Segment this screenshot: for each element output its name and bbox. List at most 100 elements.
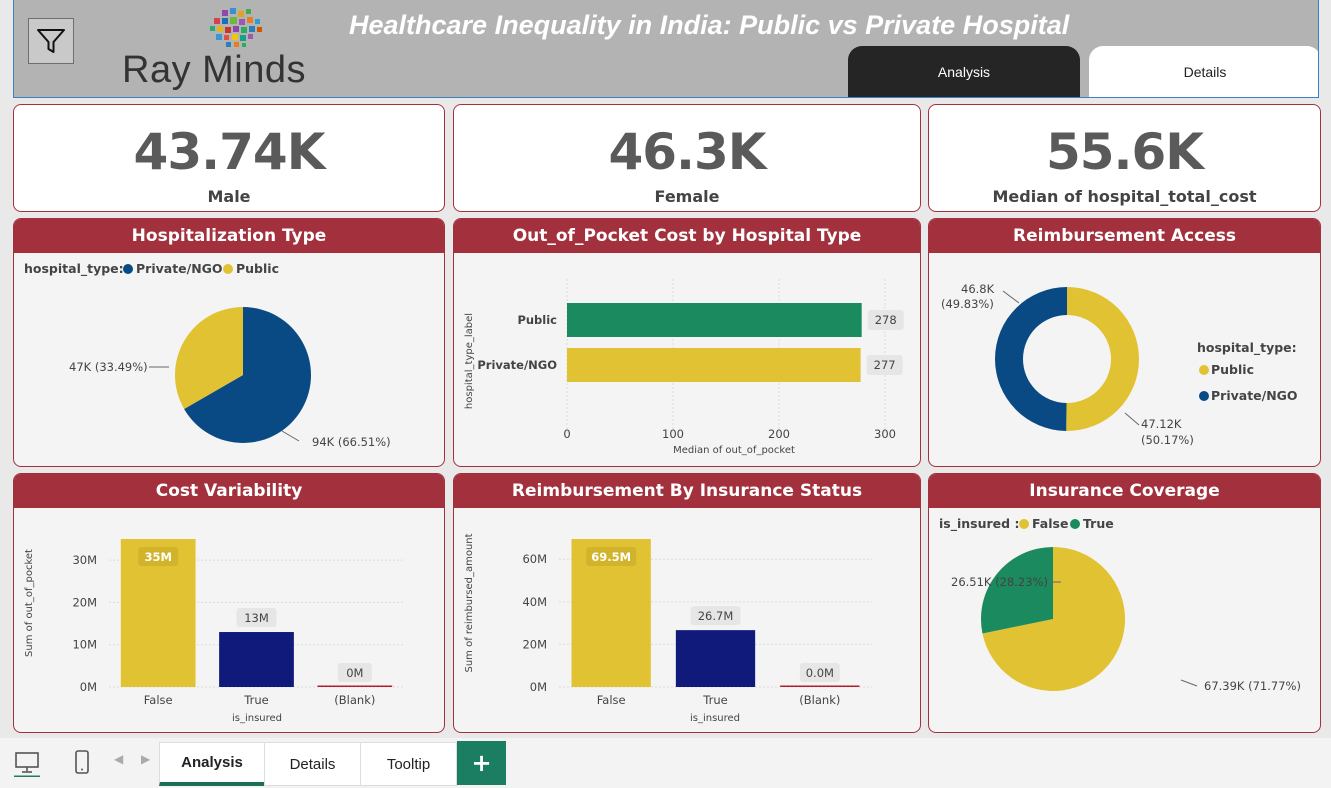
legend-title: hospital_type:: [1197, 340, 1297, 356]
leader-line: [1124, 412, 1140, 426]
panel-title: Out_of_Pocket Cost by Hospital Type: [454, 219, 920, 253]
panel-reimbursement-insurance: Reimbursement By Insurance Status 0M 20M 4…: [453, 473, 921, 733]
data-label-bg: [867, 310, 904, 330]
chart-cost-variability: 0M 10M 20M 30M False 35M True 13M (Blank) 0M Sum …: [24, 539, 404, 724]
bar--blank-[interactable]: [780, 685, 860, 688]
legend-label-false: False: [1032, 516, 1068, 531]
data-label: 69.5M: [591, 550, 631, 564]
bar-true[interactable]: [675, 630, 756, 687]
category-label: (Blank): [334, 693, 375, 707]
category-label: Private/NGO: [477, 358, 557, 372]
data-label: 26.7M: [698, 609, 734, 623]
slice-label-private: 94K (66.51%): [312, 435, 391, 449]
legend-label-true: True: [1083, 516, 1114, 531]
legend-label-public: Public: [236, 261, 279, 276]
legend-dot-private: [1199, 391, 1209, 401]
leader-line: [1180, 679, 1198, 687]
data-label: 0M: [346, 666, 363, 680]
x-tick-label: 0: [563, 427, 570, 441]
data-label: 35M: [144, 550, 171, 564]
category-label: (Blank): [799, 693, 840, 707]
company-logo: Ray Minds: [122, 6, 322, 92]
nav-tab-details[interactable]: Details: [1089, 46, 1318, 97]
nav-tab-analysis[interactable]: Analysis: [848, 46, 1080, 97]
kpi-value: 43.74K: [133, 123, 326, 181]
data-label-bg: [337, 663, 372, 682]
y-tick-label: 10M: [72, 638, 97, 652]
bar-true[interactable]: [219, 632, 294, 687]
leader-line: [281, 430, 300, 442]
mobile-view-button[interactable]: [67, 748, 97, 778]
kpi-label: Median of hospital_total_cost: [992, 187, 1257, 206]
legend-dot-public: [1199, 365, 1209, 375]
legend-dot-public: [223, 264, 233, 274]
kpi-card-male: 43.74K Male: [13, 104, 445, 212]
kpi-card-female: 46.3K Female: [453, 104, 921, 212]
y-tick-label: 30M: [72, 553, 97, 567]
page-tab-details[interactable]: Details: [264, 742, 361, 786]
y-tick-label: 20M: [522, 637, 547, 651]
data-label: 278: [875, 313, 897, 327]
desktop-view-button[interactable]: [12, 748, 42, 778]
filter-button[interactable]: [28, 18, 74, 64]
legend-dot-true: [1070, 519, 1080, 529]
legend-label-public: Public: [1211, 362, 1254, 377]
legend-title: is_insured :: [939, 516, 1019, 532]
chart-reimbursement-insurance: 0M 20M 40M 60M False 69.5M True 26.7M (Blank) 0.0…: [464, 533, 872, 724]
desktop-icon: [14, 752, 40, 777]
data-label-bg: [236, 608, 277, 628]
pie-slice-true[interactable]: [981, 547, 1053, 634]
x-tick-label: 200: [768, 427, 790, 441]
pie-chart[interactable]: [175, 307, 311, 443]
page-title: Healthcare Inequality in India: Public v…: [349, 10, 1070, 40]
y-tick-label: 20M: [72, 595, 97, 609]
y-axis-label: Sum of reimbursed_amount: [464, 533, 475, 672]
prev-page-arrow[interactable]: ◀: [114, 752, 124, 766]
page-tab-analysis[interactable]: Analysis: [159, 742, 265, 786]
add-page-button[interactable]: +: [457, 741, 506, 785]
phone-icon: [75, 750, 89, 774]
legend-title: hospital_type:: [24, 261, 124, 277]
slice-label-true: 26.51K (28.23%): [951, 575, 1048, 589]
legend-label-private: Private/NGO: [1211, 388, 1298, 403]
pie-slice-private-ngo[interactable]: [184, 307, 311, 443]
chart-reimbursement-access: 46.8K (49.83%) 47.12K (50.17%) hospital_…: [941, 282, 1298, 447]
kpi-card-median-cost: 55.6K Median of hospital_total_cost: [928, 104, 1321, 212]
panel-title: Cost Variability: [14, 474, 444, 508]
bar-public[interactable]: [567, 303, 862, 337]
page-navigation-bar: ◀ ▶ Analysis Details Tooltip +: [0, 738, 1331, 788]
next-page-arrow[interactable]: ▶: [141, 752, 151, 766]
pie-slice-public[interactable]: [1066, 287, 1139, 431]
donut-chart[interactable]: [994, 287, 1139, 431]
pie-slice-false[interactable]: [982, 547, 1125, 691]
panel-title: Reimbursement Access: [929, 219, 1320, 253]
category-label: False: [144, 693, 173, 707]
data-label-bg: [799, 663, 840, 682]
panel-title: Hospitalization Type: [14, 219, 444, 253]
slice-pct-public: (50.17%): [1141, 433, 1194, 447]
pie-slice-private-ngo[interactable]: [994, 287, 1067, 431]
page-tab-tooltip[interactable]: Tooltip: [360, 742, 457, 786]
pie-slice-public[interactable]: [175, 307, 243, 409]
y-tick-label: 0M: [530, 680, 547, 694]
hbar-chart: 0 100 200 300 Public 278 Private/NGO 277: [477, 279, 904, 441]
legend-dot-private: [123, 264, 133, 274]
legend-label-private: Private/NGO: [136, 261, 223, 276]
vbar-chart: 0M 10M 20M 30M False 35M True 13M (Blank) 0M: [72, 539, 404, 707]
pie-chart[interactable]: [981, 547, 1125, 691]
y-axis-label: hospital_type_label: [464, 313, 475, 409]
chart-out-of-pocket: 0 100 200 300 Public 278 Private/NGO 277 hospit…: [464, 279, 904, 456]
data-label-bg: [690, 606, 741, 626]
y-tick-label: 40M: [522, 595, 547, 609]
data-label: 277: [874, 358, 896, 372]
bar--blank-[interactable]: [317, 685, 393, 688]
kpi-label: Female: [654, 187, 720, 206]
chart-insurance-coverage: is_insured : False True 26.51K (28.23%) …: [939, 516, 1301, 693]
slice-value-private: 46.8K: [961, 282, 995, 296]
data-label-bg: [586, 547, 637, 566]
slice-label-public: 47K (33.49%): [69, 360, 148, 374]
category-label: True: [243, 693, 268, 707]
panel-cost-variability: Cost Variability 0M 10M 20M 30M False 35M True…: [13, 473, 445, 733]
bar-private-ngo[interactable]: [567, 348, 861, 382]
panel-insurance-coverage: Insurance Coverage is_insured : False Tr…: [928, 473, 1321, 733]
